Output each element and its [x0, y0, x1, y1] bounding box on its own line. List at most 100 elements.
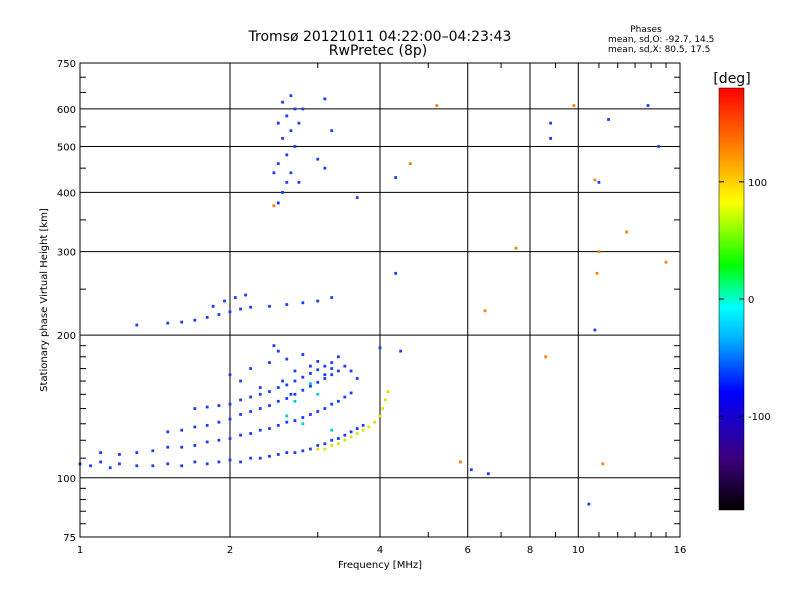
- y-tick-label: 100: [57, 474, 76, 485]
- data-point: [316, 410, 320, 413]
- data-point: [180, 445, 184, 449]
- data-point: [285, 383, 289, 387]
- data-point: [316, 380, 320, 384]
- data-point: [323, 166, 327, 170]
- legend-line-x: mean, sd,X: 80.5, 17.5: [608, 45, 710, 55]
- data-point: [309, 382, 312, 386]
- data-point: [330, 438, 334, 442]
- y-tick-label: 75: [63, 533, 76, 544]
- x-tick-label: 6: [465, 545, 471, 556]
- colorbar-tick-label: 0: [748, 295, 754, 306]
- data-point: [330, 428, 334, 432]
- data-point: [607, 118, 610, 121]
- data-point: [233, 296, 237, 299]
- data-point: [330, 129, 334, 133]
- data-point: [330, 444, 334, 447]
- data-point: [301, 422, 305, 426]
- data-point: [228, 310, 232, 314]
- data-point: [217, 438, 221, 442]
- data-point: [289, 171, 293, 175]
- data-point: [289, 94, 293, 98]
- data-point: [301, 375, 305, 379]
- data-point: [289, 392, 293, 396]
- data-point: [268, 361, 271, 364]
- data-point: [293, 451, 297, 455]
- data-point: [239, 307, 242, 311]
- data-point: [378, 346, 382, 350]
- data-point: [276, 423, 280, 427]
- data-point: [99, 451, 103, 455]
- data-point: [323, 442, 327, 446]
- data-point: [239, 413, 242, 416]
- chart-subtitle: RwPretec (8p): [329, 43, 427, 59]
- x-tick-label: 2: [227, 545, 233, 556]
- data-point: [459, 460, 462, 464]
- colorbar-label: [deg]: [713, 71, 750, 87]
- data-point: [193, 444, 197, 447]
- data-point: [587, 502, 591, 506]
- data-point: [483, 309, 487, 313]
- data-point: [285, 180, 289, 184]
- data-point: [343, 364, 347, 368]
- data-point: [336, 369, 340, 373]
- data-point: [399, 349, 403, 353]
- data-point: [249, 395, 253, 399]
- data-point: [549, 136, 553, 140]
- data-point: [180, 320, 184, 324]
- data-point: [293, 107, 297, 111]
- data-point: [544, 355, 548, 359]
- data-point: [301, 107, 305, 111]
- data-point: [239, 379, 242, 383]
- data-point: [268, 427, 271, 430]
- x-tick-label: 1: [77, 545, 83, 556]
- data-point: [572, 104, 576, 107]
- data-point: [268, 390, 271, 393]
- colorbar-ticks: 100 0 -100: [719, 178, 771, 423]
- data-point: [394, 176, 398, 179]
- data-point: [166, 462, 170, 466]
- y-tick-label: 400: [57, 188, 76, 199]
- data-point: [394, 271, 398, 275]
- data-point: [297, 121, 301, 125]
- data-point: [249, 410, 253, 413]
- data-point: [258, 386, 262, 389]
- data-point: [349, 430, 353, 434]
- data-point: [469, 468, 473, 472]
- data-point: [386, 390, 390, 393]
- data-point: [330, 373, 334, 377]
- data-point: [285, 153, 289, 157]
- data-point: [323, 447, 327, 451]
- data-point: [435, 104, 439, 107]
- y-tick-label: 500: [57, 142, 76, 153]
- x-tick-label: 8: [527, 545, 533, 556]
- data-point: [217, 460, 221, 464]
- data-point: [309, 413, 312, 416]
- data-point: [316, 299, 320, 303]
- data-point: [228, 458, 232, 462]
- data-point: [657, 145, 661, 148]
- data-point: [355, 196, 359, 200]
- y-axis-label: Stationary phase Virtual Height [km]: [39, 208, 50, 392]
- data-point: [268, 454, 271, 458]
- data-point: [381, 407, 385, 410]
- data-point: [373, 420, 376, 424]
- legend-line-o: mean, sd,O: -92.7, 14.5: [608, 35, 714, 45]
- data-point: [276, 453, 280, 456]
- data-point: [336, 355, 340, 359]
- data-point: [118, 453, 121, 456]
- data-point: [217, 420, 221, 424]
- data-point: [118, 462, 121, 466]
- data-point: [135, 451, 139, 455]
- data-point: [285, 397, 289, 400]
- data-point: [323, 364, 327, 368]
- data-point: [228, 417, 232, 421]
- plot-frame: [79, 62, 681, 538]
- data-point: [664, 260, 668, 264]
- data-point: [336, 437, 340, 440]
- data-point: [180, 464, 184, 468]
- data-point: [316, 360, 320, 363]
- data-point: [285, 303, 289, 306]
- data-point: [228, 402, 232, 406]
- data-point: [249, 432, 253, 435]
